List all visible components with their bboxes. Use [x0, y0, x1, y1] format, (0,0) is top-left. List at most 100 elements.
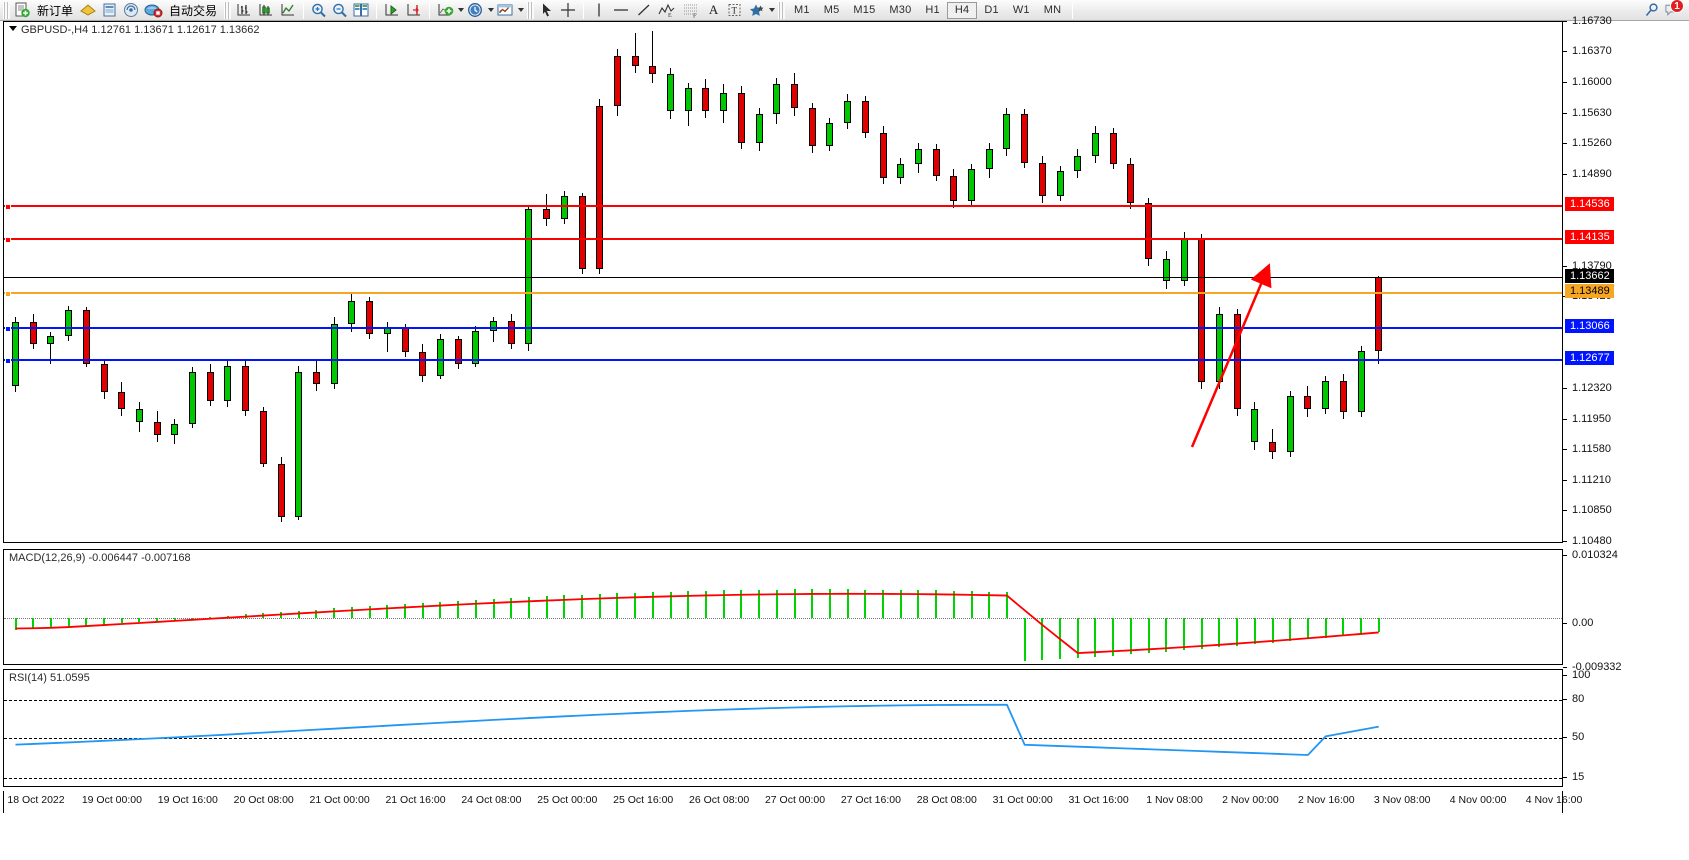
rsi-pane[interactable]: RSI(14) 51.0595: [3, 669, 1563, 787]
candlestick-chart-icon[interactable]: [255, 1, 277, 20]
price-level-line-1-13066[interactable]: [4, 325, 1562, 332]
shapes-icon[interactable]: [745, 1, 767, 20]
timeframe-m15[interactable]: M15: [853, 4, 876, 16]
elliott-wave-icon[interactable]: E: [655, 1, 679, 20]
macd-histogram-bar: [173, 618, 176, 620]
price-tag-red[interactable]: 1.14536: [1565, 196, 1614, 211]
price-level-line-1-13489[interactable]: [4, 290, 1562, 297]
level-line-handle[interactable]: [5, 358, 11, 365]
macd-histogram-bar: [917, 590, 920, 618]
level-line-handle[interactable]: [5, 236, 11, 243]
price-tag-black[interactable]: 1.13662: [1565, 269, 1614, 284]
level-line-handle[interactable]: [5, 325, 11, 332]
auto-trading-icon[interactable]: [142, 1, 165, 20]
trendline-icon[interactable]: [633, 1, 655, 20]
price-tag-blue[interactable]: 1.12677: [1565, 351, 1614, 366]
level-line-handle[interactable]: [5, 290, 11, 297]
vertical-line-icon[interactable]: [588, 1, 609, 20]
text-label-icon[interactable]: A: [708, 2, 719, 17]
price-tick: 1.11950: [1563, 413, 1611, 425]
search-icon[interactable]: [1641, 1, 1662, 20]
macd-histogram-bar: [32, 618, 35, 630]
tile-windows-icon[interactable]: [350, 1, 372, 20]
data-window-icon[interactable]: [99, 1, 120, 20]
line-chart-icon[interactable]: [277, 1, 299, 20]
macd-histogram-bar: [1165, 618, 1168, 652]
timeframe-w1[interactable]: W1: [1012, 4, 1030, 16]
price-level-line-1-13662[interactable]: [4, 277, 1562, 279]
price-tag-blue[interactable]: 1.13066: [1565, 318, 1614, 333]
price-level-line-1-12677[interactable]: [4, 358, 1562, 365]
candlestick: [755, 22, 764, 542]
collapse-triangle-icon[interactable]: [9, 26, 17, 31]
macd-histogram-bar: [1129, 618, 1132, 655]
timeframe-h4[interactable]: H4: [946, 1, 978, 19]
indicators-icon[interactable]: [434, 1, 456, 20]
toolbar-grip-4[interactable]: [778, 1, 786, 19]
timeframe-d1[interactable]: D1: [984, 4, 999, 16]
timeframe-h1[interactable]: H1: [925, 4, 940, 16]
alerts-icon[interactable]: 1: [1662, 0, 1684, 19]
macd-histogram-bar: [527, 596, 530, 618]
macd-axis[interactable]: 0.010324 0.00 -0.009332: [1563, 549, 1689, 673]
new-order-label[interactable]: 新订单: [37, 3, 74, 18]
price-level-line-1-14536[interactable]: [4, 203, 1562, 210]
macd-histogram-bar: [14, 618, 17, 631]
fibonacci-icon[interactable]: F: [679, 1, 703, 20]
price-pane[interactable]: GBPUSD-,H4 1.12761 1.13671 1.12617 1.136…: [3, 21, 1563, 543]
macd-histogram-bar: [1236, 618, 1239, 646]
auto-trading-label[interactable]: 自动交易: [169, 3, 218, 18]
timeframe-mn[interactable]: MN: [1043, 4, 1062, 16]
price-tag-orange[interactable]: 1.13489: [1565, 283, 1614, 298]
timeframe-m1[interactable]: M1: [794, 4, 810, 16]
cursor-icon[interactable]: [536, 1, 557, 20]
main-toolbar: 新订单 自动交易: [0, 0, 1689, 21]
timeframe-m5[interactable]: M5: [823, 4, 840, 16]
crosshair-icon[interactable]: [557, 1, 579, 20]
toolbar-grip[interactable]: [3, 1, 10, 19]
rsi-axis[interactable]: 100 80 50 15: [1563, 669, 1689, 787]
expert-advisor-icon[interactable]: [77, 1, 99, 20]
macd-histogram-bar: [970, 591, 973, 618]
candlestick: [720, 22, 728, 542]
level-line-handle[interactable]: [5, 203, 11, 210]
indicators-dropdown-arrow[interactable]: [458, 8, 465, 12]
shapes-dropdown-arrow[interactable]: [769, 8, 776, 12]
price-tick: 1.15260: [1563, 137, 1612, 149]
time-tick-label: 24 Oct 08:00: [461, 794, 522, 806]
macd-histogram-bar: [651, 592, 654, 618]
rsi-midline: [4, 738, 1562, 739]
new-order-icon[interactable]: [12, 1, 33, 20]
macd-pane[interactable]: MACD(12,26,9) -0.006447 -0.007168: [3, 549, 1563, 665]
time-axis[interactable]: 18 Oct 2022 19 Oct 00:00 19 Oct 16:00 20 Oc…: [3, 791, 1582, 813]
toolbar-grip-2[interactable]: [224, 1, 232, 19]
templates-icon[interactable]: [494, 1, 516, 20]
candlestick: [631, 22, 640, 542]
signals-icon[interactable]: [120, 1, 142, 20]
bar-chart-icon[interactable]: [233, 1, 255, 20]
price-tick: 1.14890: [1563, 168, 1612, 180]
templates-dropdown-arrow[interactable]: [518, 8, 525, 12]
horizontal-line-icon[interactable]: [609, 1, 633, 20]
zoom-out-icon[interactable]: [329, 1, 350, 20]
price-tick: 1.16000: [1563, 76, 1612, 88]
macd-histogram-bar: [1094, 618, 1097, 657]
candlestick: [578, 22, 587, 542]
toolbar-grip-3[interactable]: [527, 1, 535, 19]
timeframe-m30[interactable]: M30: [889, 4, 912, 16]
candlestick: [1286, 22, 1295, 542]
rsi-label: RSI(14) 51.0595: [9, 672, 90, 684]
trend-arrow-annotation[interactable]: [4, 22, 1562, 542]
periods-dropdown-arrow[interactable]: [488, 8, 495, 12]
periods-icon[interactable]: [464, 1, 486, 20]
price-tag-red[interactable]: 1.14135: [1565, 229, 1614, 244]
auto-scroll-icon[interactable]: [381, 1, 403, 20]
candlestick: [1162, 22, 1171, 542]
chart-shift-icon[interactable]: [403, 1, 425, 20]
candlestick: [702, 22, 710, 542]
text-icon[interactable]: T: [724, 1, 745, 20]
price-axis[interactable]: 1.16730 1.16370 1.16000 1.15630 1.15260 1.148…: [1563, 15, 1689, 547]
svg-text:T: T: [732, 6, 738, 16]
price-level-line-1-14135[interactable]: [4, 236, 1562, 243]
zoom-in-icon[interactable]: [308, 1, 329, 20]
